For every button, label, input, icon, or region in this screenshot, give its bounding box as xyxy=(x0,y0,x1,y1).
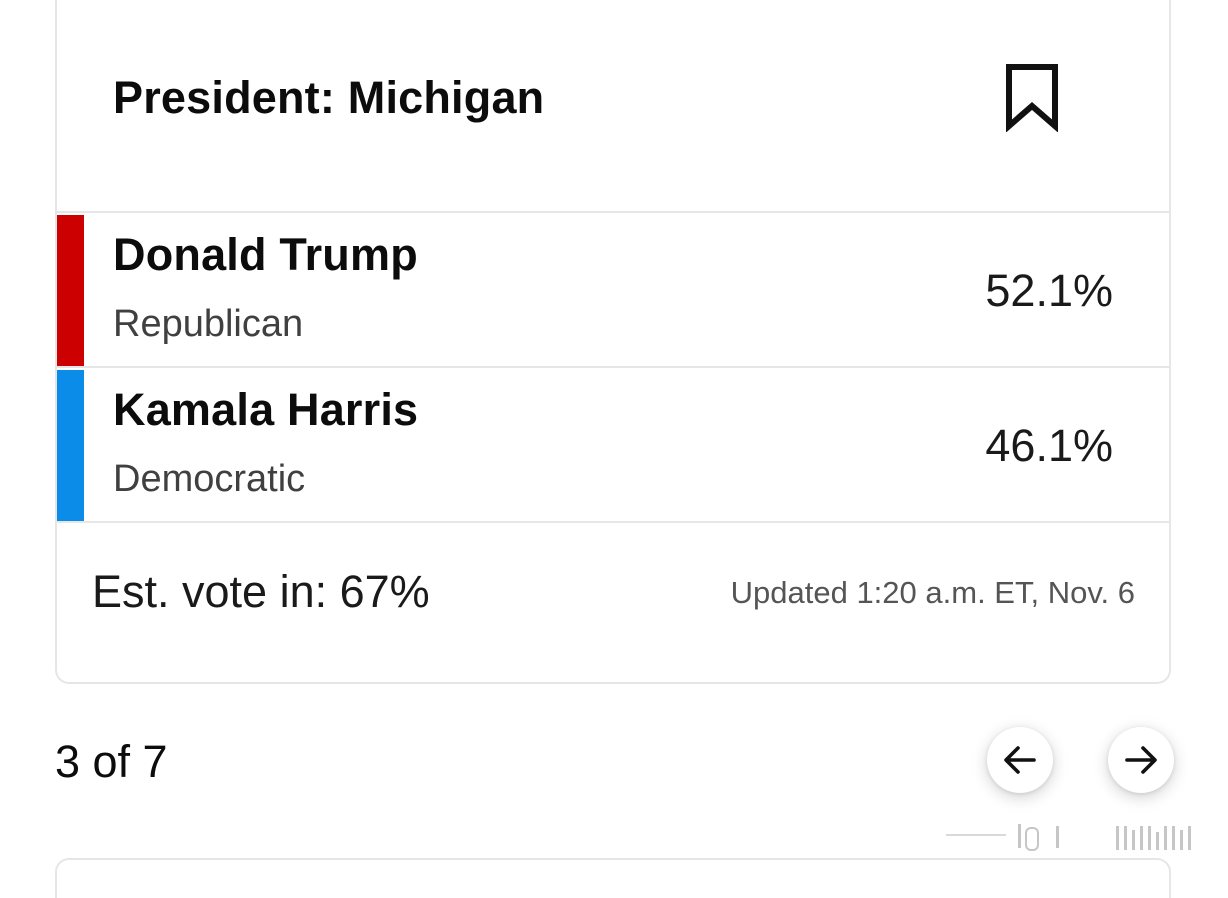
candidate-percent: 46.1% xyxy=(985,420,1113,471)
party-color-bar xyxy=(57,215,84,366)
candidate-row: Kamala Harris Democratic 46.1% xyxy=(57,368,1169,523)
candidate-party: Democratic xyxy=(113,458,306,500)
race-title: President: Michigan xyxy=(113,72,545,123)
bookmark-icon xyxy=(1006,64,1058,133)
candidate-percent: 52.1% xyxy=(985,265,1113,316)
candidate-row: Donald Trump Republican 52.1% xyxy=(57,213,1169,368)
race-card: President: Michigan Donald Trump Republi… xyxy=(55,0,1171,684)
party-color-bar xyxy=(57,370,84,521)
candidate-name: Donald Trump xyxy=(113,229,418,280)
est-vote-in: Est. vote in: 67% xyxy=(92,566,430,617)
next-race-card-edge xyxy=(55,858,1171,898)
race-card-header: President: Michigan xyxy=(57,0,1169,213)
watermark-mark xyxy=(946,824,1191,851)
candidate-name: Kamala Harris xyxy=(113,384,419,435)
pager-count: 3 of 7 xyxy=(55,736,168,787)
next-button[interactable] xyxy=(1108,727,1174,793)
candidate-party: Republican xyxy=(113,303,304,345)
bookmark-button[interactable] xyxy=(1003,62,1061,133)
previous-button[interactable] xyxy=(987,727,1053,793)
arrow-left-icon xyxy=(1004,746,1036,774)
updated-timestamp: Updated 1:20 a.m. ET, Nov. 6 xyxy=(730,575,1135,610)
arrow-right-icon xyxy=(1125,746,1157,774)
